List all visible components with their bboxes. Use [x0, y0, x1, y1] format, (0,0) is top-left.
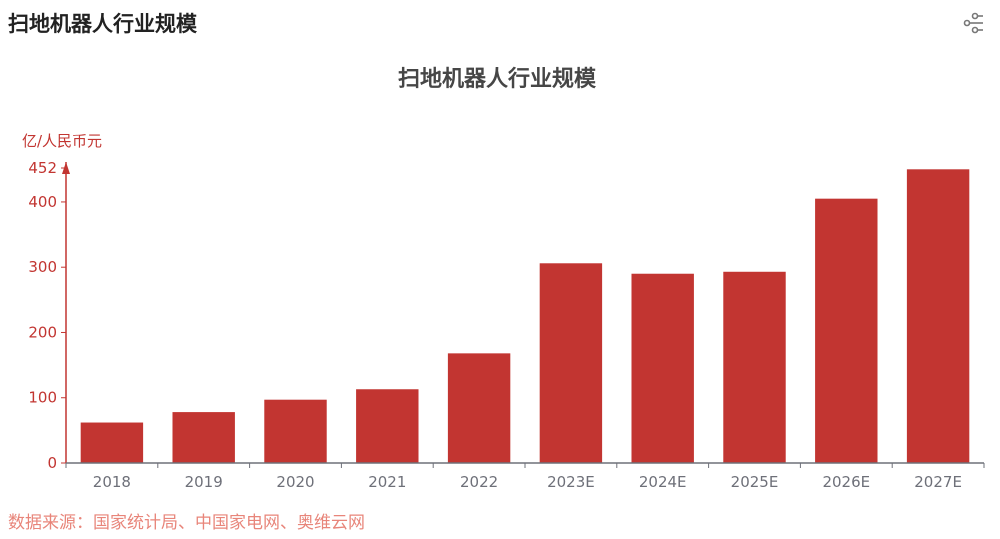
share-icon: [963, 12, 983, 34]
y-tick-label: 100: [28, 389, 57, 407]
x-tick-label: 2024E: [639, 473, 687, 491]
y-tick-label: 452: [28, 159, 57, 177]
share-button[interactable]: [962, 11, 986, 35]
x-tick-label: 2018: [93, 473, 131, 491]
x-tick-label: 2023E: [547, 473, 595, 491]
x-tick-label: 2019: [185, 473, 223, 491]
x-tick-label: 2026E: [822, 473, 870, 491]
bar-2020: [264, 399, 327, 463]
y-tick-label: 200: [28, 323, 57, 341]
bar-2027E: [906, 169, 970, 464]
x-tick-label: 2027E: [914, 473, 962, 491]
data-source: 数据来源：国家统计局、中国家电网、奥维云网: [8, 513, 365, 533]
bar-2024E: [631, 273, 694, 463]
y-tick-label: 300: [28, 258, 57, 276]
x-tick-label: 2020: [276, 473, 314, 491]
bar-2022: [447, 353, 511, 463]
bar-2025E: [723, 271, 786, 463]
bar-2019: [172, 412, 235, 463]
bar-2018: [80, 422, 144, 463]
page-title: 扫地机器人行业规模: [8, 12, 197, 36]
bar-2026E: [815, 198, 878, 463]
chart-title: 扫地机器人行业规模: [398, 66, 597, 92]
y-axis-label: 亿/人民币元: [22, 132, 102, 150]
x-tick-label: 2021: [368, 473, 406, 491]
x-tick-label: 2022: [460, 473, 498, 491]
x-tick-label: 2025E: [731, 473, 779, 491]
y-tick-label: 0: [47, 454, 57, 472]
bar-2023E: [539, 263, 603, 463]
bar-2021: [356, 389, 419, 463]
y-tick-label: 400: [28, 193, 57, 211]
